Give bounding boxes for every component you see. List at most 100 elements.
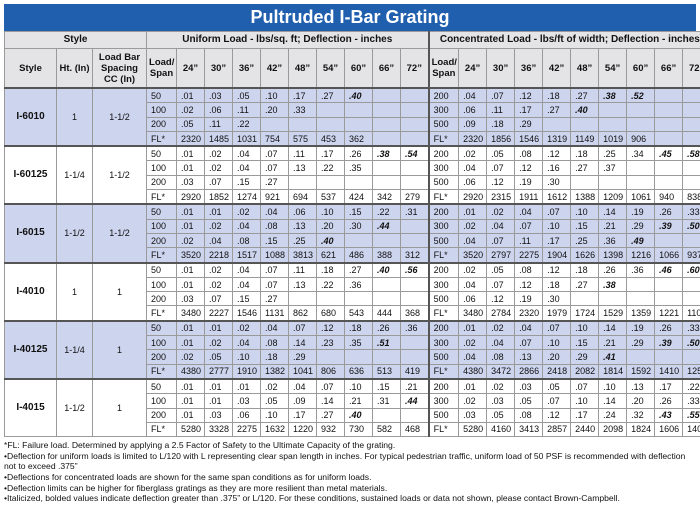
value-cell: .26 (345, 146, 373, 161)
emphasized-value: .43 (659, 410, 672, 420)
value: 1406 (687, 424, 700, 434)
value: 1410 (659, 366, 679, 376)
note: •Deflection for uniform loads is limited… (4, 451, 696, 472)
emphasized-value: .54 (405, 149, 418, 159)
value-cell: .25 (599, 146, 627, 161)
value: 1485 (209, 134, 229, 144)
value-cell: 513 (373, 364, 401, 379)
value-cell: .23 (317, 336, 345, 350)
load-label: FL* (429, 422, 459, 436)
value-cell: .54 (401, 146, 429, 161)
value: .11 (491, 105, 503, 115)
value: .04 (209, 236, 222, 246)
value-cell: .26 (373, 321, 401, 336)
value: .01 (209, 323, 222, 333)
value: 621 (321, 250, 336, 260)
value: .26 (377, 323, 390, 333)
value: .30 (547, 294, 560, 304)
value: .01 (181, 280, 194, 290)
value-cell: .03 (205, 88, 233, 103)
value: .35 (349, 338, 362, 348)
value: .01 (209, 382, 222, 392)
value-cell: .11 (515, 233, 543, 247)
value-cell: .10 (345, 379, 373, 394)
value: .12 (547, 410, 560, 420)
span-header: 30” (487, 49, 515, 89)
value-cell: .10 (233, 350, 261, 364)
value-cell: .18 (571, 146, 599, 161)
value: 1220 (293, 424, 313, 434)
value: .36 (631, 265, 644, 275)
value-cell (599, 103, 627, 117)
value: .29 (575, 352, 588, 362)
value: .03 (209, 91, 222, 101)
value-cell: .40 (345, 88, 373, 103)
value-cell: .31 (401, 204, 429, 219)
value-cell (289, 175, 317, 189)
load-label: 100 (147, 336, 177, 350)
emphasized-value: .50 (687, 221, 700, 231)
spacing: 1-1/2 (93, 146, 147, 204)
value: 4380 (181, 366, 201, 376)
value: 2920 (181, 192, 201, 202)
value-cell: .07 (261, 277, 289, 291)
value-cell: .33 (683, 394, 700, 408)
value-cell (683, 88, 700, 103)
value: .17 (575, 410, 588, 420)
value-cell: 3520 (177, 248, 205, 263)
value-cell (683, 233, 700, 247)
load-label: 300 (429, 277, 459, 291)
value: .20 (547, 352, 560, 362)
load-label: 200 (147, 175, 177, 189)
height: 1-1/4 (57, 321, 93, 379)
value: .27 (547, 105, 560, 115)
value: .18 (575, 265, 588, 275)
value: .25 (603, 149, 616, 159)
value-cell: .07 (205, 175, 233, 189)
value: 694 (293, 192, 308, 202)
value: .12 (321, 323, 334, 333)
value-cell: .04 (233, 146, 261, 161)
height: 1-1/2 (57, 379, 93, 437)
value: 3480 (181, 308, 201, 318)
value: .22 (377, 207, 390, 217)
value: 1066 (659, 250, 679, 260)
value-cell: .15 (345, 204, 373, 219)
value-cell: .14 (317, 394, 345, 408)
value-cell: .25 (289, 233, 317, 247)
value: .07 (209, 177, 222, 187)
value: .05 (265, 396, 278, 406)
value-cell (317, 175, 345, 189)
value-cell (683, 175, 700, 189)
value: .11 (237, 105, 249, 115)
value: .13 (293, 221, 306, 231)
value-cell: .04 (233, 263, 261, 278)
value: .07 (519, 221, 532, 231)
value: 3480 (463, 308, 483, 318)
value-cell: 754 (261, 131, 289, 146)
value: 2098 (603, 424, 623, 434)
value: .18 (321, 265, 334, 275)
emphasized-value: .52 (631, 91, 644, 101)
value-cell: .01 (177, 394, 205, 408)
value-cell: .11 (233, 103, 261, 117)
value-cell: .08 (261, 219, 289, 233)
load-label: FL* (429, 131, 459, 146)
group-header: Concentrated Load - lbs/ft of width; Def… (429, 32, 700, 49)
value-cell: 932 (317, 422, 345, 436)
value: .07 (547, 396, 560, 406)
value-cell: 1612 (543, 190, 571, 205)
value: .11 (293, 149, 305, 159)
value: .36 (603, 236, 616, 246)
value: .05 (237, 91, 250, 101)
value: .18 (547, 91, 560, 101)
value: 5280 (181, 424, 201, 434)
value-cell: 2320 (459, 131, 487, 146)
value-cell: 1131 (261, 306, 289, 321)
value-cell (345, 103, 373, 117)
value-cell: .21 (345, 394, 373, 408)
value: .17 (321, 149, 334, 159)
emphasized-value: .46 (659, 265, 672, 275)
value-cell: .01 (177, 408, 205, 422)
value-cell: .02 (459, 263, 487, 278)
